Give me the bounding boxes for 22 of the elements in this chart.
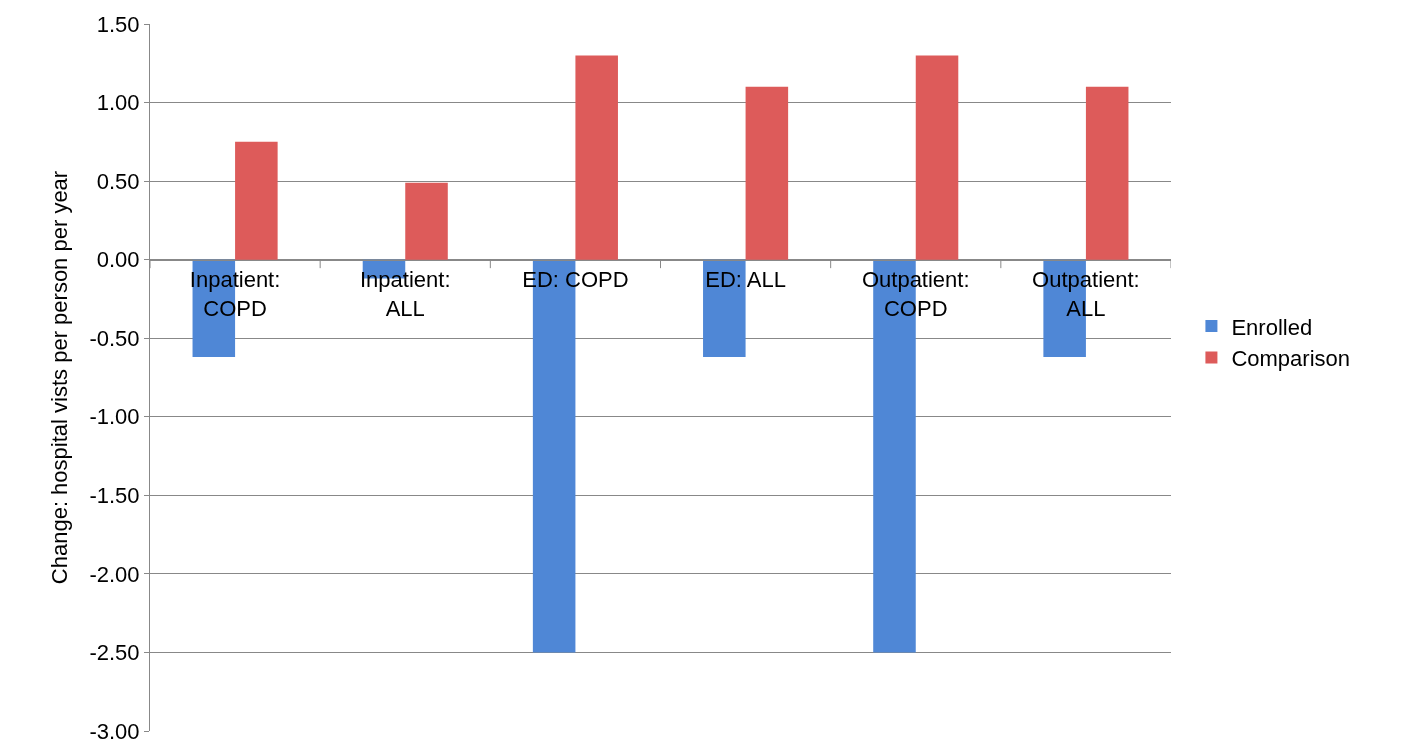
legend-label: Comparison (1231, 346, 1351, 372)
bar (405, 182, 448, 260)
bar (915, 55, 959, 260)
y-tick-label: -2.00 (89, 561, 140, 587)
y-tick-label: -2.50 (89, 640, 140, 666)
y-tick-label: 0.00 (96, 247, 140, 273)
y-tick-label: -1.00 (89, 404, 140, 430)
y-axis-title: Change: hospital vists per person per year (47, 170, 73, 585)
y-tick-label: 1.00 (96, 90, 140, 116)
y-tick-label: 1.50 (96, 11, 140, 37)
x-tick-label: Inpatient: ALL (359, 267, 451, 321)
bar (235, 141, 278, 260)
y-tick-label: 0.50 (96, 168, 140, 194)
x-tick-label: ED: ALL (705, 267, 786, 293)
bar (703, 259, 746, 358)
y-tick-label: -1.50 (89, 483, 140, 509)
bar (575, 55, 618, 260)
bar (1085, 86, 1129, 260)
legend-label: Enrolled (1231, 314, 1313, 340)
y-tick-label: -3.00 (89, 718, 140, 744)
y-tick-label: -0.50 (89, 325, 140, 351)
bar (745, 86, 789, 260)
